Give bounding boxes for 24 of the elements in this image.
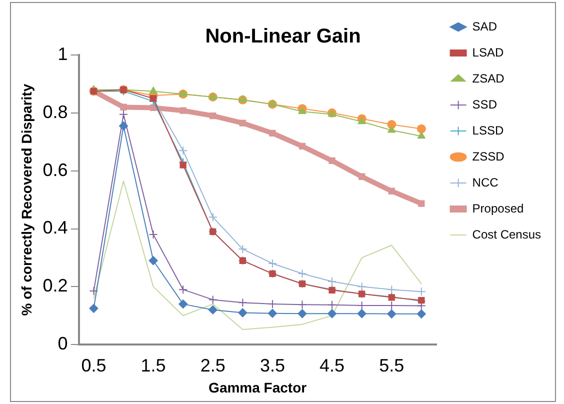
y-tick-label: 0.2 xyxy=(42,276,68,296)
legend-label: NCC xyxy=(472,175,499,190)
x-tick-label: 4.5 xyxy=(320,355,345,376)
chart-title: Non-Linear Gain xyxy=(205,26,361,48)
legend-label: LSSD xyxy=(472,123,504,138)
x-tick-label: 3.5 xyxy=(260,355,285,376)
y-tick-label: 1 xyxy=(58,44,68,64)
legend-label: SAD xyxy=(472,19,498,34)
x-tick-label: 2.5 xyxy=(200,355,226,376)
legend-label: Proposed xyxy=(472,201,524,216)
y-tick-label: 0.6 xyxy=(42,160,68,180)
legend-label: SSD xyxy=(472,97,498,112)
x-tick-label: 0.5 xyxy=(81,355,106,376)
x-axis-title: Gamma Factor xyxy=(208,379,308,396)
legend-label: Cost Census xyxy=(472,227,542,242)
y-axis-title: % of correctly Recovered Disparity xyxy=(18,84,34,316)
y-tick-label: 0.8 xyxy=(42,102,68,122)
y-tick-label: 0 xyxy=(58,334,68,354)
legend-label: ZSSD xyxy=(472,149,505,164)
x-tick-label: 5.5 xyxy=(379,355,404,376)
x-tick-label: 1.5 xyxy=(140,355,166,376)
legend-label: ZSAD xyxy=(472,71,505,86)
legend-label: LSAD xyxy=(472,45,504,60)
y-tick-label: 0.4 xyxy=(42,218,68,238)
